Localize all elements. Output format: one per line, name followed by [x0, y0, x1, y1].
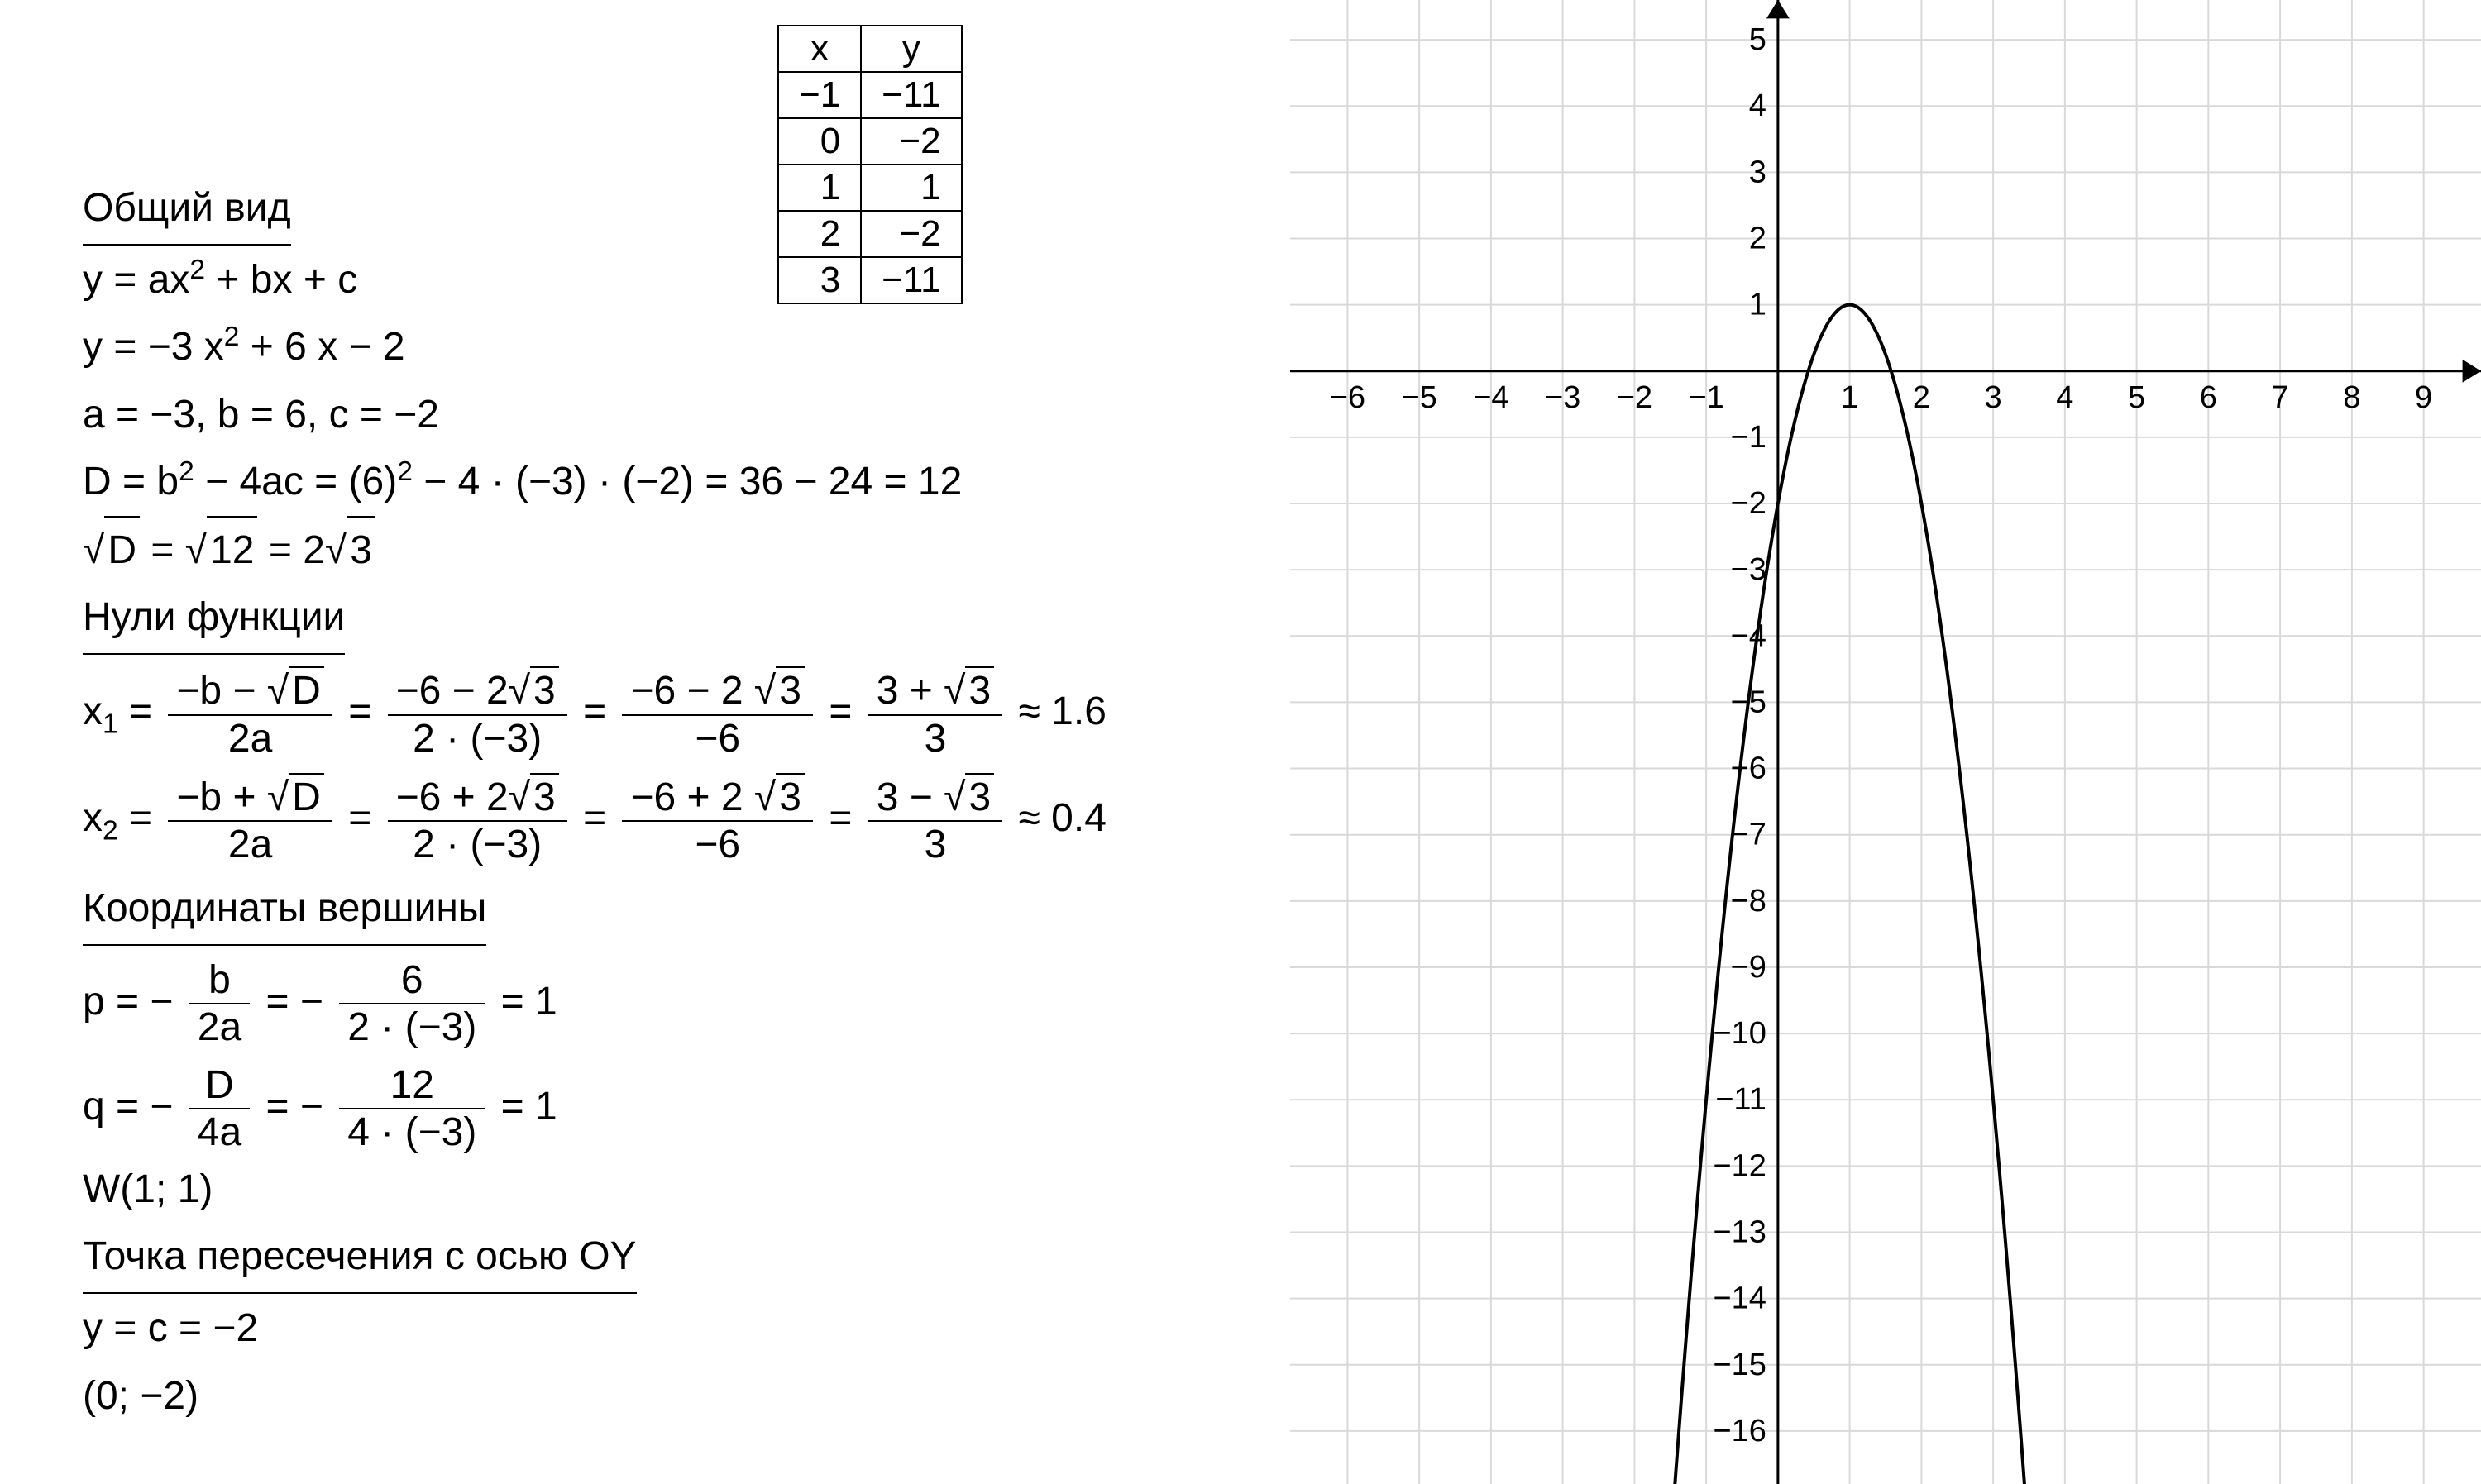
svg-text:−6: −6 — [1731, 752, 1766, 786]
svg-text:−9: −9 — [1731, 950, 1766, 985]
svg-text:−15: −15 — [1713, 1348, 1766, 1382]
math-derivation: Общий вид y = ax2 + bx + c y = −3 x2 + 6… — [83, 174, 1158, 1430]
table-row: 3−11 — [778, 257, 962, 303]
svg-text:−12: −12 — [1713, 1148, 1766, 1183]
svg-text:−1: −1 — [1688, 380, 1723, 415]
eq-x2: x2 = −b + √D2a = −6 + 2√32 · (−3) = −6 +… — [83, 773, 1158, 867]
eq-p: p = − b2a = − 62 · (−3) = 1 — [83, 957, 1158, 1050]
svg-text:−13: −13 — [1713, 1214, 1766, 1249]
eq-oy: y = c = −2 — [83, 1296, 1158, 1361]
svg-text:−4: −4 — [1731, 618, 1766, 653]
svg-text:5: 5 — [2128, 380, 2145, 415]
oy-point: (0; −2) — [83, 1363, 1158, 1429]
svg-text:3: 3 — [1985, 380, 2002, 415]
svg-text:9: 9 — [2415, 380, 2432, 415]
svg-text:8: 8 — [2343, 380, 2360, 415]
section-title-vertex: Координаты вершины — [83, 876, 486, 946]
section-title-zeros: Нули функции — [83, 585, 345, 655]
parabola-graph: −6−5−4−3−2−1123456789−16−15−14−13−12−11−… — [1290, 0, 2481, 1484]
table-header-x: x — [778, 26, 861, 72]
svg-text:−16: −16 — [1713, 1414, 1766, 1448]
svg-text:−3: −3 — [1545, 380, 1580, 415]
eq-specific: y = −3 x2 + 6 x − 2 — [83, 314, 1158, 379]
table-row: 0−2 — [778, 118, 962, 165]
svg-text:−3: −3 — [1731, 552, 1766, 587]
svg-text:7: 7 — [2272, 380, 2289, 415]
svg-text:4: 4 — [2056, 380, 2073, 415]
eq-discriminant: D = b2 − 4ac = (6)2 − 4 · (−3) · (−2) = … — [83, 449, 1158, 514]
section-title-oy: Точка пересечения с осью OY — [83, 1224, 637, 1294]
svg-text:2: 2 — [1749, 221, 1766, 255]
svg-text:6: 6 — [2200, 380, 2217, 415]
table-header-y: y — [861, 26, 961, 72]
table-row: −1−11 — [778, 72, 962, 118]
svg-text:1: 1 — [1749, 288, 1766, 322]
svg-text:−10: −10 — [1713, 1016, 1766, 1051]
svg-text:−11: −11 — [1715, 1082, 1766, 1117]
svg-text:−14: −14 — [1713, 1281, 1766, 1316]
svg-text:−4: −4 — [1473, 380, 1508, 415]
table-row: 11 — [778, 165, 962, 211]
eq-coeffs: a = −3, b = 6, c = −2 — [83, 382, 1158, 447]
svg-text:1: 1 — [1841, 380, 1858, 415]
svg-text:3: 3 — [1749, 155, 1766, 189]
table-row: 2−2 — [778, 211, 962, 257]
vertex-point: W(1; 1) — [83, 1157, 1158, 1222]
svg-text:−8: −8 — [1731, 884, 1766, 919]
eq-x1: x1 = −b − √D2a = −6 − 2√32 · (−3) = −6 −… — [83, 666, 1158, 761]
svg-text:−1: −1 — [1731, 420, 1766, 455]
xy-table: x y −1−110−2112−23−11 — [777, 25, 963, 304]
section-title-general: Общий вид — [83, 175, 291, 246]
eq-q: q = − D4a = − 124 · (−3) = 1 — [83, 1062, 1158, 1155]
svg-text:2: 2 — [1913, 380, 1930, 415]
svg-text:−5: −5 — [1401, 380, 1436, 415]
eq-general: y = ax2 + bx + c — [83, 247, 1158, 313]
svg-text:−6: −6 — [1330, 380, 1365, 415]
svg-text:−7: −7 — [1731, 818, 1766, 852]
svg-text:4: 4 — [1749, 88, 1766, 123]
svg-text:−2: −2 — [1731, 486, 1766, 521]
svg-text:−2: −2 — [1617, 380, 1652, 415]
svg-text:5: 5 — [1749, 22, 1766, 57]
eq-sqrt-d: √D = √12 = 2√3 — [83, 516, 1158, 583]
